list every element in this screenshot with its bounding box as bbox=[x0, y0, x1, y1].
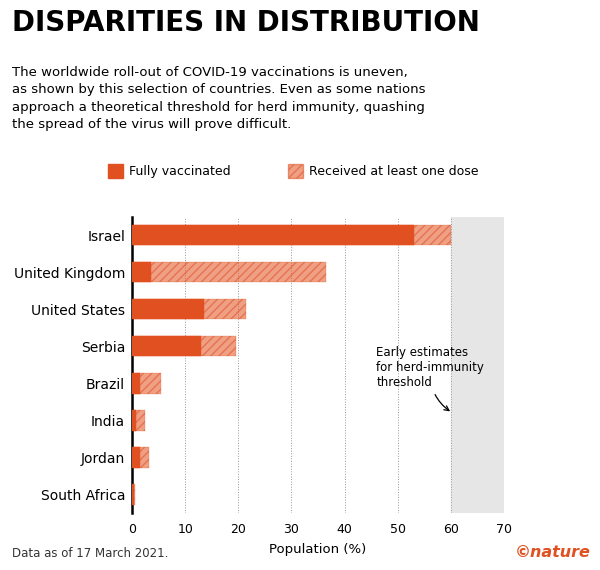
Bar bbox=[132, 373, 161, 393]
Bar bbox=[132, 410, 136, 430]
Bar bbox=[132, 447, 140, 467]
Bar bbox=[132, 225, 413, 245]
Text: Fully vaccinated: Fully vaccinated bbox=[129, 165, 230, 178]
Bar bbox=[451, 217, 504, 513]
Text: Early estimates
for herd-immunity
threshold: Early estimates for herd-immunity thresh… bbox=[376, 346, 484, 410]
Bar bbox=[132, 336, 201, 356]
Bar bbox=[132, 410, 145, 430]
Text: Received at least one dose: Received at least one dose bbox=[309, 165, 479, 178]
Bar bbox=[132, 336, 236, 356]
X-axis label: Population (%): Population (%) bbox=[269, 543, 367, 556]
Bar bbox=[132, 484, 134, 504]
Bar bbox=[132, 262, 326, 282]
Bar bbox=[132, 299, 204, 319]
Bar bbox=[132, 262, 151, 282]
Bar bbox=[132, 299, 246, 319]
Bar bbox=[132, 373, 140, 393]
Text: The worldwide roll-out of COVID-19 vaccinations is uneven,
as shown by this sele: The worldwide roll-out of COVID-19 vacci… bbox=[12, 66, 425, 131]
Bar bbox=[132, 447, 149, 467]
Text: Data as of 17 March 2021.: Data as of 17 March 2021. bbox=[12, 547, 169, 560]
Bar bbox=[132, 225, 451, 245]
Text: ©nature: ©nature bbox=[515, 545, 591, 560]
Text: DISPARITIES IN DISTRIBUTION: DISPARITIES IN DISTRIBUTION bbox=[12, 9, 480, 36]
Bar bbox=[132, 484, 134, 504]
